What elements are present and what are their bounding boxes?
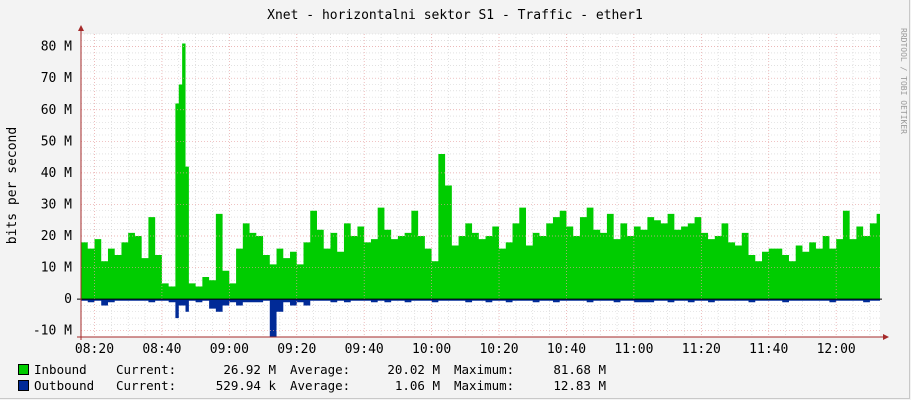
legend-name-outbound: Outbound <box>34 377 95 393</box>
series-inbound-area <box>81 43 880 300</box>
y-tick-label: -10 M <box>33 324 72 339</box>
y-tick-label: 20 M <box>41 229 72 244</box>
y-tick-label: 10 M <box>41 261 72 276</box>
y-tick-label: 70 M <box>41 71 72 86</box>
series-outbound-area <box>81 299 880 337</box>
x-tick-label: 10:40 <box>547 342 586 357</box>
outbound-swatch <box>18 379 29 391</box>
x-tick-label: 08:40 <box>142 342 181 357</box>
y-tick-label: 40 M <box>41 166 72 181</box>
legend-row-outbound: Outbound Current: 529.94 k Average: 1.06… <box>18 377 606 393</box>
legend-average-outbound: 1.06 M <box>394 377 440 393</box>
y-tick-label: 80 M <box>41 40 72 55</box>
y-tick-label: 60 M <box>41 103 72 118</box>
legend-name-inbound: Inbound <box>34 361 87 377</box>
legend-average-inbound: 20.02 M <box>387 361 440 377</box>
legend-current-outbound: 529.94 k <box>215 377 276 393</box>
x-tick-label: 09:00 <box>210 342 249 357</box>
x-tick-label: 09:40 <box>345 342 384 357</box>
x-tick-label: 09:20 <box>277 342 316 357</box>
y-axis-label: bits per second <box>5 127 20 244</box>
x-tick-label: 11:00 <box>614 342 653 357</box>
x-tick-label: 11:20 <box>682 342 721 357</box>
legend-maximum-outbound: 12.83 M <box>553 377 606 393</box>
y-axis-arrow <box>78 25 84 31</box>
x-tick-label: 10:20 <box>479 342 518 357</box>
x-tick-label: 10:00 <box>412 342 451 357</box>
legend-maximum-inbound: 81.68 M <box>553 361 606 377</box>
chart-legend: Inbound Current: 26.92 M Average: 20.02 … <box>18 361 606 393</box>
chart-title: Xnet - horizontalni sektor S1 - Traffic … <box>267 8 643 23</box>
legend-maximum-label: Maximum: <box>454 361 515 377</box>
legend-current-inbound: 26.92 M <box>223 361 276 377</box>
legend-current-label: Current: <box>116 361 177 377</box>
y-tick-label: 50 M <box>41 134 72 149</box>
rrdtool-watermark: RRDTOOL / TOBI OETIKER <box>899 28 908 134</box>
x-axis-arrow <box>883 334 889 340</box>
legend-average-label: Average: <box>290 377 351 393</box>
inbound-swatch <box>18 363 29 375</box>
x-tick-label: 12:00 <box>817 342 856 357</box>
legend-maximum-label: Maximum: <box>454 377 515 393</box>
x-tick-label: 11:40 <box>749 342 788 357</box>
legend-average-label: Average: <box>290 361 351 377</box>
legend-current-label: Current: <box>116 377 177 393</box>
y-tick-label: 0 <box>64 292 72 307</box>
legend-row-inbound: Inbound Current: 26.92 M Average: 20.02 … <box>18 361 606 377</box>
x-tick-label: 08:20 <box>75 342 114 357</box>
y-tick-label: 30 M <box>41 197 72 212</box>
